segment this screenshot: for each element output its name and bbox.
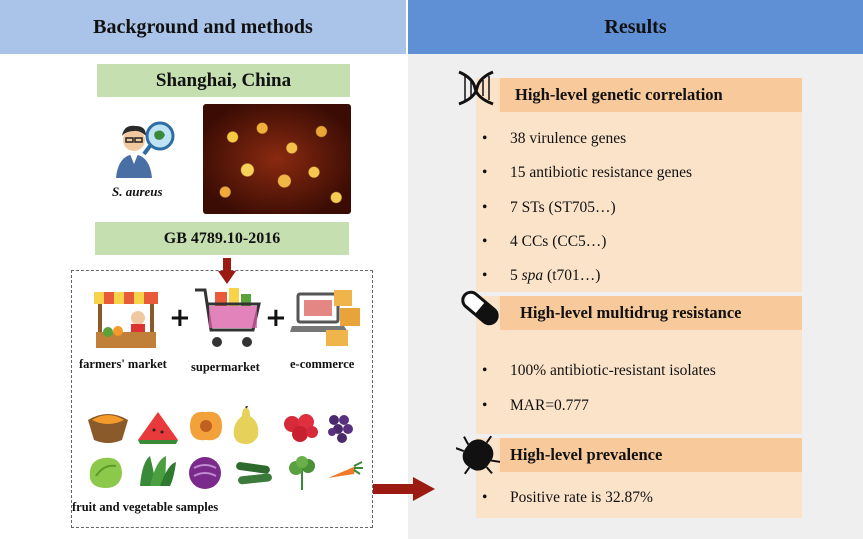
result-title-prevalence: High-level prevalence	[500, 438, 802, 472]
samples-description: fruit and vegetable samples	[72, 500, 219, 514]
list-item: • 38 virulence genes	[482, 130, 626, 148]
lettuce-icon	[89, 457, 122, 488]
capsule-icon	[461, 290, 499, 326]
pear-icon	[233, 406, 259, 444]
result-title-resistance: High-level multidrug resistance	[500, 296, 802, 330]
bacteria-micrograph	[203, 104, 351, 214]
bullet-italic: spa	[521, 267, 544, 284]
samples-label: fruit and vegetable samples	[72, 500, 218, 515]
bullet-marker: •	[482, 130, 488, 147]
bullet-text: 38 virulence genes	[510, 130, 627, 147]
sampling-box	[71, 270, 373, 528]
location-label: Shanghai, China	[97, 64, 350, 97]
background-methods-header: Background and methods	[0, 0, 406, 54]
source-label-supermarket: supermarket	[191, 360, 260, 374]
list-item: • 4 CCs (CC5…)	[482, 233, 606, 251]
bullet-suffix: (t701…)	[543, 267, 601, 284]
species-label: S. aureus	[112, 184, 163, 199]
carrot-icon	[328, 461, 363, 478]
list-item: • 7 STs (ST705…)	[482, 199, 616, 217]
bullet-marker: •	[482, 489, 488, 506]
bullet-text: 15 antibiotic resistance genes	[510, 164, 693, 181]
cucumber-icon	[236, 462, 272, 485]
list-item: • 5 spa (t701…)	[482, 267, 600, 285]
bullet-marker: •	[482, 362, 488, 379]
list-item: • Positive rate is 32.87%	[482, 489, 653, 507]
bullet-prefix: 5	[510, 267, 522, 284]
standard-label: GB 4789.10-2016	[95, 222, 349, 255]
shopping-cart-icon	[195, 288, 261, 347]
bullet-marker: •	[482, 199, 488, 216]
scientist-icon	[116, 121, 175, 178]
bullet-marker: •	[482, 164, 488, 181]
plus-sign: +	[265, 303, 287, 333]
watermelon-icon	[138, 412, 178, 444]
strawberry-icon	[284, 414, 318, 442]
papaya-icon	[88, 414, 128, 443]
bullet-text: 100% antibiotic-resistant isolates	[510, 362, 716, 379]
herb-icon	[289, 456, 315, 490]
plus-sign: +	[169, 303, 191, 333]
laptop-parcel-icon	[290, 290, 360, 346]
dna-icon	[458, 70, 494, 106]
list-item: • 15 antibiotic resistance genes	[482, 164, 692, 182]
peach-icon	[190, 411, 222, 441]
bullet-marker: •	[482, 233, 488, 250]
list-item: • 100% antibiotic-resistant isolates	[482, 362, 716, 380]
bullet-text: 7 STs (ST705…)	[510, 199, 616, 216]
bacterium-icon	[456, 435, 500, 475]
grape-icon	[328, 415, 353, 443]
result-block-genetic	[476, 78, 802, 292]
cabbage-icon	[189, 457, 221, 489]
result-title-genetic: High-level genetic correlation	[500, 78, 802, 112]
results-header: Results	[408, 0, 863, 54]
down-arrow-icon	[218, 258, 236, 284]
greens-icon	[140, 456, 176, 486]
bullet-marker: •	[482, 267, 488, 284]
bullet-marker: •	[482, 397, 488, 414]
right-arrow-icon	[373, 477, 435, 501]
bullet-text: Positive rate is 32.87%	[510, 489, 653, 506]
bullet-text: 4 CCs (CC5…)	[510, 233, 607, 250]
source-label-e-commerce: e-commerce	[290, 357, 355, 371]
list-item: • MAR=0.777	[482, 397, 589, 415]
bullet-text: MAR=0.777	[510, 397, 589, 414]
market-stall-icon	[94, 292, 158, 348]
source-label-farmers-market: farmers' market	[79, 357, 167, 371]
